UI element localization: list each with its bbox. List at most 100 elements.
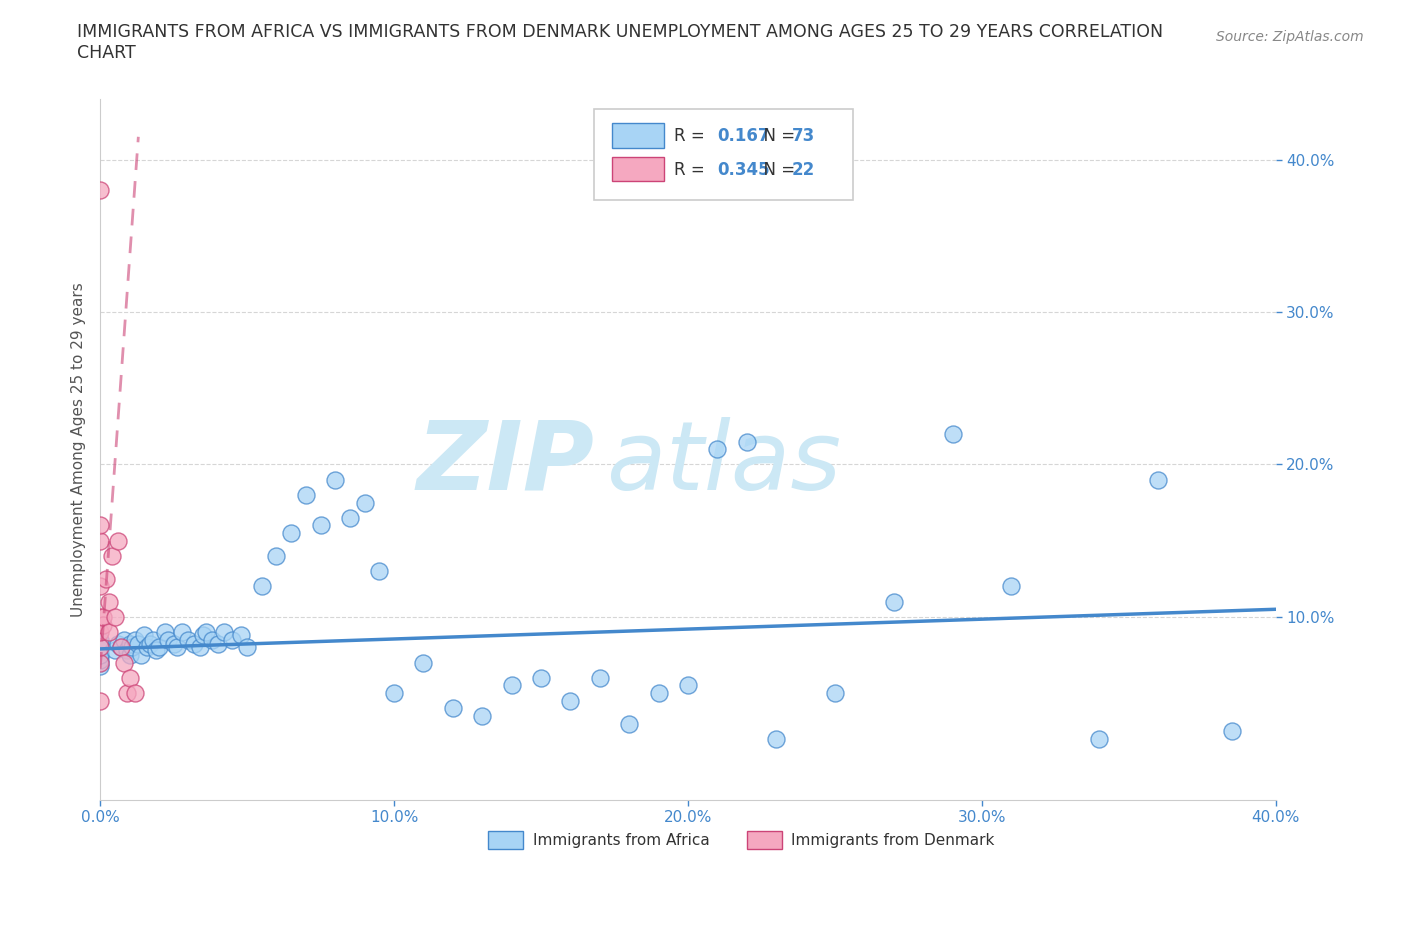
Point xyxy=(619,716,641,731)
Point xyxy=(295,487,318,502)
Point xyxy=(166,640,188,655)
FancyBboxPatch shape xyxy=(488,831,523,849)
Point xyxy=(145,643,167,658)
Point xyxy=(207,637,229,652)
Point xyxy=(101,549,124,564)
Point xyxy=(124,632,146,647)
Point xyxy=(91,609,114,624)
Point xyxy=(91,618,114,632)
Text: IMMIGRANTS FROM AFRICA VS IMMIGRANTS FROM DENMARK UNEMPLOYMENT AMONG AGES 25 TO : IMMIGRANTS FROM AFRICA VS IMMIGRANTS FRO… xyxy=(77,23,1163,62)
Point xyxy=(89,693,111,708)
Point xyxy=(127,637,149,652)
Point xyxy=(153,625,176,640)
Point xyxy=(941,427,963,442)
Point xyxy=(148,640,170,655)
Point xyxy=(221,632,243,647)
Text: Immigrants from Denmark: Immigrants from Denmark xyxy=(792,833,995,848)
Point xyxy=(172,625,194,640)
Point xyxy=(89,182,111,197)
Point xyxy=(115,643,138,658)
FancyBboxPatch shape xyxy=(612,157,665,181)
Point xyxy=(142,632,165,647)
Point xyxy=(89,625,111,640)
Point xyxy=(89,658,111,673)
Point xyxy=(441,701,464,716)
Text: N =: N = xyxy=(752,126,800,145)
Point xyxy=(112,632,135,647)
Point xyxy=(676,678,699,693)
Point xyxy=(501,678,523,693)
Point xyxy=(194,625,217,640)
Point xyxy=(1088,731,1111,746)
Point xyxy=(89,652,111,667)
Point xyxy=(89,647,111,662)
Point xyxy=(118,647,141,662)
Point xyxy=(250,579,273,594)
Point xyxy=(110,640,132,655)
Point xyxy=(156,632,179,647)
Point xyxy=(162,637,184,652)
Text: atlas: atlas xyxy=(606,417,841,510)
Point xyxy=(201,632,224,647)
Point xyxy=(589,671,612,685)
Text: Source: ZipAtlas.com: Source: ZipAtlas.com xyxy=(1216,30,1364,44)
Point xyxy=(382,685,405,700)
Point xyxy=(353,495,375,510)
Point xyxy=(309,518,332,533)
Point xyxy=(136,640,159,655)
Point xyxy=(89,533,111,548)
Point xyxy=(89,579,111,594)
Text: 73: 73 xyxy=(792,126,814,145)
Point xyxy=(112,655,135,670)
Point xyxy=(129,647,152,662)
Point xyxy=(104,609,127,624)
Text: Immigrants from Africa: Immigrants from Africa xyxy=(533,833,710,848)
Text: 22: 22 xyxy=(792,161,814,179)
Point xyxy=(118,637,141,652)
Text: 0.167: 0.167 xyxy=(717,126,770,145)
Point xyxy=(1147,472,1170,487)
Y-axis label: Unemployment Among Ages 25 to 29 years: Unemployment Among Ages 25 to 29 years xyxy=(72,282,86,617)
Text: R =: R = xyxy=(673,161,710,179)
Point xyxy=(323,472,346,487)
Point xyxy=(824,685,846,700)
Point xyxy=(560,693,582,708)
Point xyxy=(97,594,120,609)
FancyBboxPatch shape xyxy=(612,124,665,148)
Point xyxy=(735,434,758,449)
Point xyxy=(97,625,120,640)
Point xyxy=(368,564,391,578)
Point xyxy=(89,647,111,662)
Point xyxy=(177,632,200,647)
Point xyxy=(647,685,669,700)
Point xyxy=(266,549,288,564)
Point xyxy=(191,628,214,643)
Text: N =: N = xyxy=(752,161,800,179)
Point xyxy=(89,609,111,624)
Point xyxy=(212,625,235,640)
Point xyxy=(236,640,259,655)
Text: ZIP: ZIP xyxy=(416,417,593,510)
Point xyxy=(89,640,111,655)
Point xyxy=(706,442,728,457)
Point xyxy=(231,628,253,643)
Point xyxy=(1220,724,1243,738)
Point xyxy=(183,637,205,652)
Point xyxy=(118,671,141,685)
Point xyxy=(94,571,117,586)
Point xyxy=(139,637,162,652)
Point xyxy=(124,685,146,700)
Point xyxy=(89,655,111,670)
Point xyxy=(89,518,111,533)
Point xyxy=(89,640,111,655)
FancyBboxPatch shape xyxy=(747,831,782,849)
Point xyxy=(471,709,494,724)
Text: R =: R = xyxy=(673,126,710,145)
FancyBboxPatch shape xyxy=(593,109,852,200)
Point xyxy=(89,640,111,655)
Point xyxy=(765,731,787,746)
Point xyxy=(110,640,132,655)
Point xyxy=(89,655,111,670)
Point xyxy=(89,643,111,658)
Point xyxy=(89,632,111,647)
